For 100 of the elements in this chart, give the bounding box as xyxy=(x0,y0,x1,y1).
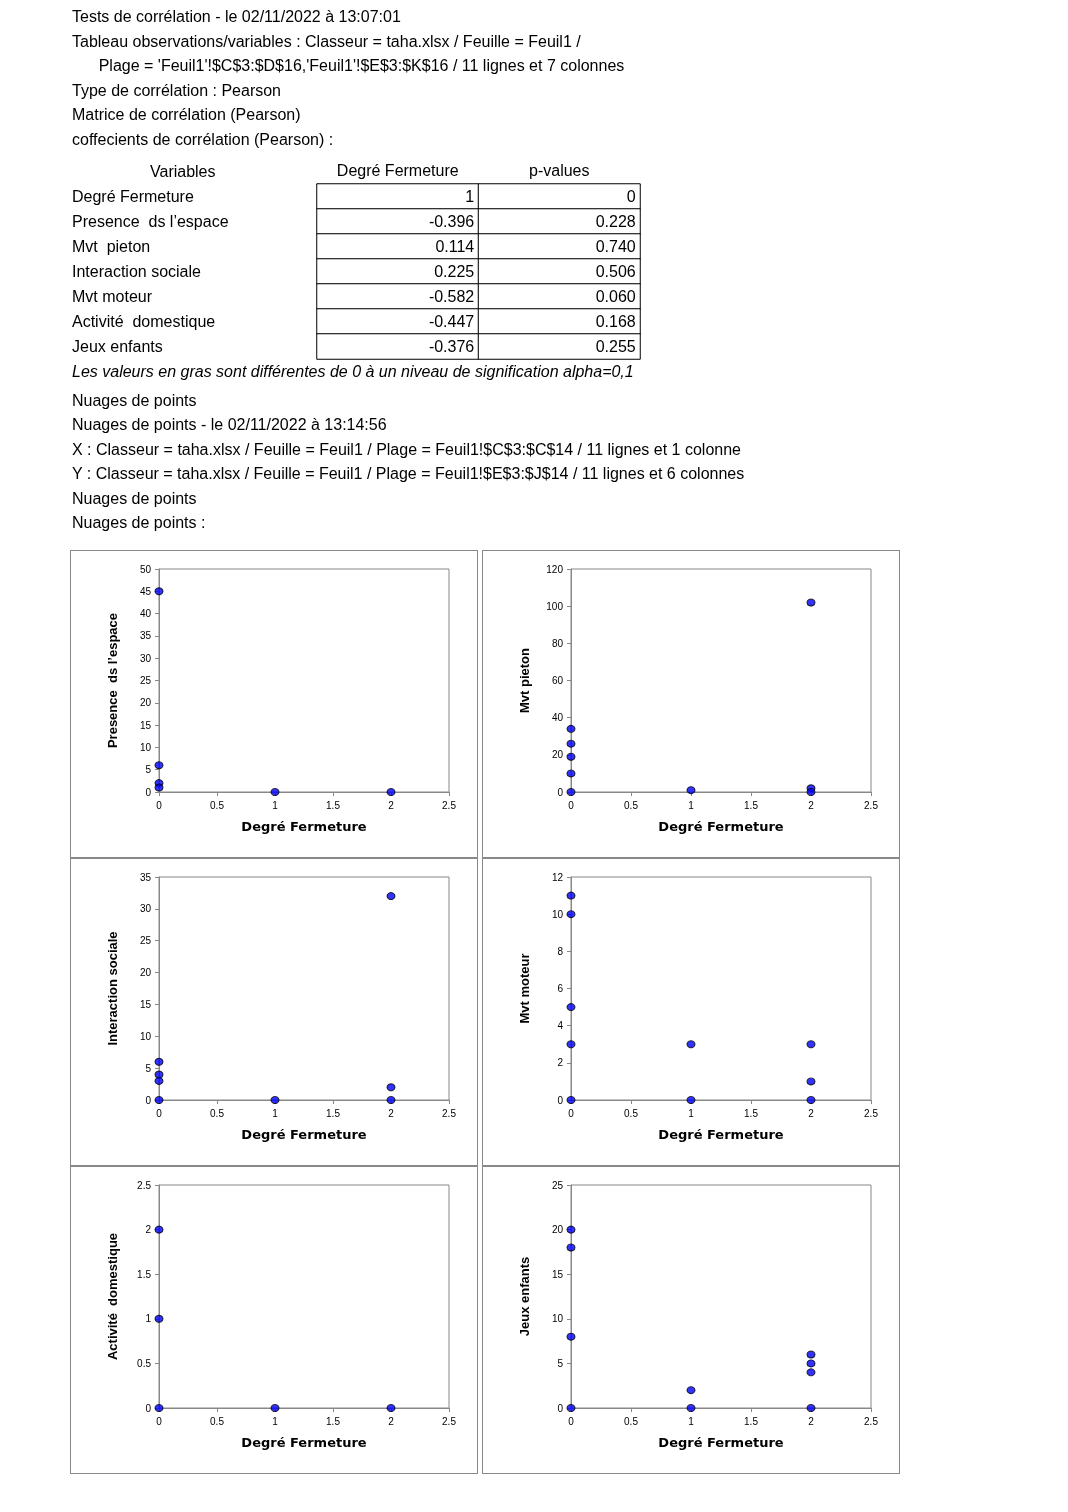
x-axis-title: Degré Fermeture xyxy=(241,1434,367,1450)
y-tick-label: 5 xyxy=(145,1062,152,1074)
point xyxy=(806,1076,816,1085)
point xyxy=(566,1002,576,1011)
y-tick-label: 5 xyxy=(145,763,152,775)
y-tick-label: Presence ds l’espace xyxy=(72,213,229,230)
y-tick-label: 35 xyxy=(139,629,152,641)
point xyxy=(154,1314,164,1323)
point xyxy=(566,1332,576,1341)
point xyxy=(806,1358,816,1367)
point xyxy=(566,891,576,900)
data-label: 0.255 xyxy=(595,338,636,355)
x-tick-label: 0.5 xyxy=(624,1415,639,1426)
y-tick-label: 0 xyxy=(557,1094,564,1105)
x-tick-label: 1 xyxy=(688,799,695,810)
text: Y : Classeur = taha.xlsx / Feuille = Feuil1 / Plage = Feuil1!$E$3:$J$14 / 11 lignes et 6 colonnes xyxy=(72,464,745,484)
point xyxy=(386,891,396,900)
point xyxy=(806,1039,816,1048)
y-tick-label: 10 xyxy=(139,1030,152,1042)
y-tick-label: 1.5 xyxy=(137,1268,152,1280)
data-label: 0 xyxy=(626,188,636,205)
point xyxy=(806,1403,816,1412)
y-tick-label: 30 xyxy=(139,652,152,664)
x-tick-label: 1.5 xyxy=(744,1415,759,1426)
data-label: -0.582 xyxy=(428,288,475,305)
y-tick-label: 2 xyxy=(145,1223,152,1235)
y-tick-label: 25 xyxy=(551,1179,564,1190)
point xyxy=(270,1095,280,1104)
y-axis-title: Variables xyxy=(150,162,216,180)
x-tick-label: 0 xyxy=(156,1415,163,1426)
point xyxy=(566,752,576,761)
data-label: 0.114 xyxy=(435,238,475,255)
text: Tableau observations/variables : Classeur = taha.xlsx / Feuille = Feuil1 / xyxy=(72,31,582,52)
point xyxy=(566,1039,576,1048)
x-tick-label: 1 xyxy=(272,1415,279,1426)
x-tick-label: p-values xyxy=(529,161,590,179)
y-tick-label: 120 xyxy=(546,563,564,574)
x-axis-title: Degré Fermeture xyxy=(658,1434,784,1450)
x-axis-title: Degré Fermeture xyxy=(241,818,367,834)
x-tick-label: 2 xyxy=(808,1415,815,1426)
y-tick-label: Mvt moteur xyxy=(72,288,153,305)
y-tick-label: 6 xyxy=(557,982,564,994)
y-tick-label: 50 xyxy=(139,563,152,574)
x-tick-label: 1.5 xyxy=(744,1107,759,1118)
data-label: 0.506 xyxy=(595,263,636,280)
point xyxy=(566,787,576,796)
y-tick-label: 45 xyxy=(139,585,152,597)
point xyxy=(806,1349,816,1358)
y-tick-label: 10 xyxy=(551,908,564,920)
point xyxy=(806,787,816,796)
y-tick-label: 4 xyxy=(557,1019,564,1031)
y-tick-label: Mvt pieton xyxy=(72,238,151,255)
point xyxy=(806,1367,816,1376)
y-tick-label: 30 xyxy=(139,902,152,914)
x-tick-label: 2 xyxy=(808,799,815,810)
y-tick-label: 5 xyxy=(557,1357,564,1369)
x-axis-title: Degré Fermeture xyxy=(658,818,784,834)
x-tick-label: 0 xyxy=(568,799,575,810)
y-tick-label: Jeux enfants xyxy=(72,338,163,355)
x-tick-label: 1.5 xyxy=(326,799,341,810)
y-tick-label: Activité domestique xyxy=(72,313,216,330)
point xyxy=(686,785,696,794)
x-tick-label: 2.5 xyxy=(864,1415,879,1426)
text: Matrice de corrélation (Pearson) xyxy=(72,105,302,125)
y-tick-label: 20 xyxy=(139,696,152,708)
y-tick-label: 80 xyxy=(551,637,564,649)
y-tick-label: 15 xyxy=(139,719,152,731)
point xyxy=(386,1082,396,1091)
point xyxy=(686,1385,696,1394)
y-tick-label: 0 xyxy=(145,1402,152,1413)
y-tick-label: 100 xyxy=(546,600,564,612)
x-tick-label: 0.5 xyxy=(210,1107,225,1118)
point xyxy=(566,1095,576,1104)
data-label: 1 xyxy=(465,188,475,205)
point xyxy=(154,1095,164,1104)
y-tick-label: 0 xyxy=(557,1402,564,1413)
x-tick-label: 1 xyxy=(272,799,279,810)
point xyxy=(686,1039,696,1048)
data-label: 0.225 xyxy=(434,263,475,280)
x-tick-label: 0.5 xyxy=(210,799,225,810)
text: Nuages de points xyxy=(72,488,198,509)
text: coffecients de corrélation (Pearson) : xyxy=(72,129,335,150)
x-tick-label: 2.5 xyxy=(864,1107,879,1118)
x-tick-label: 0 xyxy=(568,1107,575,1118)
point xyxy=(686,1403,696,1412)
point xyxy=(270,787,280,796)
text: Type de corrélation : Pearson xyxy=(72,80,282,101)
point xyxy=(566,909,576,918)
data-label: 0.740 xyxy=(595,238,636,255)
point xyxy=(154,1403,164,1412)
data-label: 0.228 xyxy=(595,213,636,230)
x-axis-title: Degré Fermeture xyxy=(241,1126,367,1142)
point xyxy=(806,597,816,606)
x-tick-label: 0.5 xyxy=(624,1107,639,1118)
point xyxy=(154,783,164,792)
point xyxy=(386,1403,396,1412)
x-tick-label: 2 xyxy=(388,1415,395,1426)
text: Nuages de points : xyxy=(72,513,207,533)
y-tick-label: 20 xyxy=(139,966,152,978)
y-tick-label: 0 xyxy=(145,1094,152,1105)
